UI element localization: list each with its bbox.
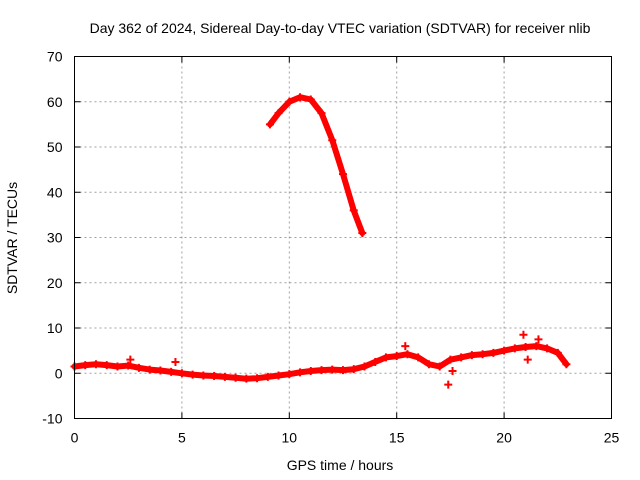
data-point-baseline [81,361,90,370]
y-tick-label: 70 [47,49,63,65]
data-point-baseline [177,369,186,378]
data-point-baseline [263,372,272,381]
data-point-baseline [510,344,519,353]
data-point-outliers [448,366,457,375]
data-point-baseline [253,374,262,383]
data-point-arc [285,97,294,106]
data-point-baseline [285,370,294,379]
data-point-baseline [435,362,444,371]
data-point-baseline [414,353,423,362]
data-point-baseline [134,363,143,372]
x-tick-label: 20 [496,430,512,446]
y-tick-label: 0 [55,365,63,381]
y-tick-label: 10 [47,320,63,336]
data-point-arc [306,95,315,104]
data-point-baseline [457,353,466,362]
grid-lines [74,56,612,419]
data-point-baseline [553,348,562,357]
data-point-baseline [231,373,240,382]
x-tick-label: 15 [389,430,405,446]
y-tick-label: 50 [47,139,63,155]
x-tick-label: 10 [282,430,298,446]
data-point-arc [339,170,347,179]
data-point-baseline [317,366,326,375]
data-point-baseline [124,361,133,370]
data-point-baseline [242,374,251,383]
data-point-outliers [171,357,180,366]
y-tick-label: 30 [47,230,63,246]
data-point-outliers [401,342,410,351]
data-point-arc [349,206,358,215]
data-point-baseline [328,365,337,374]
y-axis-label: SDTVAR / TECUs [4,182,20,294]
data-point-baseline [446,355,455,364]
data-point-baseline [532,342,541,351]
data-point-baseline [349,365,358,374]
data-point-baseline [91,360,100,369]
data-point-arc [328,136,337,145]
plot-area [70,93,571,389]
data-point-baseline [306,366,315,375]
data-point-baseline [381,353,390,362]
data-point-baseline [339,366,347,375]
data-point-baseline [360,362,369,371]
data-point-baseline [296,368,305,377]
data-point-arc [265,120,274,129]
data-point-baseline [156,366,165,375]
data-point-baseline [220,372,229,381]
x-tick-label: 25 [604,430,620,446]
data-point-outliers [534,335,543,344]
data-point-baseline [145,365,154,374]
data-point-baseline [274,371,283,380]
data-point-arc [317,109,326,118]
y-tick-label: -10 [42,411,62,427]
data-point-arc [274,109,283,118]
x-tick-label: 0 [71,430,79,446]
data-point-baseline [543,344,552,353]
data-point-outliers [126,355,135,364]
data-point-baseline [371,357,380,366]
data-point-baseline [500,346,509,355]
y-tick-label: 20 [47,275,63,291]
data-point-baseline [403,350,412,359]
data-point-baseline [562,360,571,369]
data-point-arc [296,93,305,102]
axis-ticks: 0 5 10 15 20 25 -10 0 10 20 30 40 50 60 70 [42,49,619,446]
series-line-arc [267,94,366,236]
data-point-baseline [113,362,122,371]
data-point-arc [358,228,367,237]
data-point-baseline [210,371,219,380]
x-axis-label: GPS time / hours [287,457,394,473]
data-point-baseline [188,370,197,379]
data-point-outliers [444,380,453,389]
y-tick-label: 60 [47,94,63,110]
data-point-baseline [167,367,176,376]
data-point-baseline [102,361,111,370]
data-point-outliers [519,330,528,339]
data-point-baseline [521,343,530,352]
data-point-baseline [489,348,498,357]
chart-title: Day 362 of 2024, Sidereal Day-to-day VTE… [90,20,591,36]
data-point-baseline [478,350,487,359]
y-tick-label: 40 [47,184,63,200]
data-point-baseline [199,371,208,380]
data-point-baseline [467,351,476,360]
data-point-baseline [392,352,401,361]
data-point-baseline [424,360,433,369]
x-tick-label: 5 [178,430,186,446]
data-point-outliers [523,355,532,364]
